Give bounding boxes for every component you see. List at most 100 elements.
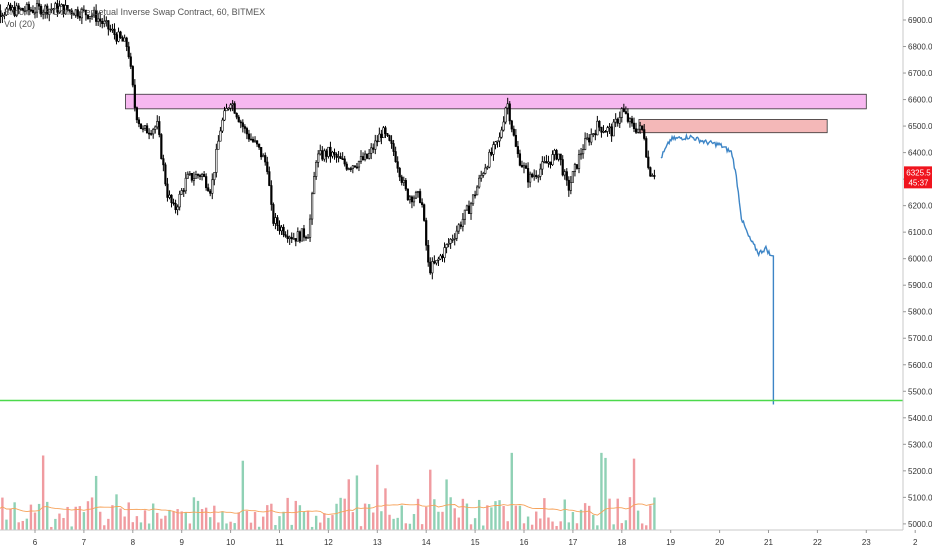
candle-body [190, 173, 193, 181]
candle-body [198, 175, 202, 177]
volume-bar [571, 512, 575, 530]
candle-body [641, 125, 644, 130]
volume-bar [314, 515, 318, 530]
candle-body [490, 151, 493, 155]
volume-bar [249, 522, 253, 530]
time-tick-label: 7 [82, 538, 87, 547]
candle-body [510, 120, 513, 130]
volume-bar [180, 511, 183, 530]
volume-bar [119, 508, 122, 530]
candle-body [368, 153, 371, 159]
candle-body [504, 107, 507, 123]
candle-body [520, 165, 524, 168]
candle-body [577, 154, 581, 169]
volume-bar [270, 503, 273, 530]
candle-body [498, 136, 501, 142]
volume-bar [649, 505, 652, 530]
volume-bar [306, 511, 310, 530]
candle-body [76, 9, 79, 17]
volume-bar [29, 504, 33, 530]
volume-bar [636, 510, 640, 530]
candle-body [514, 134, 517, 147]
candle-body [586, 137, 589, 140]
candle-body [280, 226, 283, 232]
volume-bar [1, 497, 4, 530]
candle-body [571, 171, 574, 183]
volume-bar [41, 455, 45, 530]
volume-bar [184, 512, 187, 530]
candle-body [643, 129, 646, 139]
zones-layer [125, 93, 867, 134]
candle-body [494, 141, 497, 145]
candle-body [46, 5, 49, 15]
volume-bar [302, 511, 306, 530]
candle-body [105, 20, 108, 22]
candle-body [486, 166, 489, 169]
volume-bar [323, 513, 326, 530]
candle-body [272, 204, 275, 224]
volume-bar [592, 514, 595, 530]
candle-body [290, 236, 293, 240]
candle-body [653, 175, 656, 177]
candle-body [473, 194, 477, 197]
candle-body [639, 125, 642, 130]
volume-bar [21, 520, 24, 530]
volume-bar [473, 518, 477, 530]
volume-bar [441, 511, 444, 530]
countdown-label: 45:37 [908, 178, 929, 187]
candle-body [260, 147, 263, 158]
volume-bar [347, 479, 350, 530]
candle-body [441, 255, 444, 258]
volume-bar [225, 523, 228, 530]
candle-body [145, 125, 149, 134]
candle-body [565, 171, 568, 181]
candle-body [541, 161, 544, 170]
candle-body [378, 133, 381, 142]
volume-bar [376, 464, 379, 530]
candle-body [40, 5, 43, 16]
volume-bar [9, 508, 12, 530]
candle-body [162, 158, 165, 166]
candle-body [264, 155, 267, 163]
volume-bar [135, 516, 139, 530]
candle-body [526, 168, 530, 183]
volume-bar [494, 501, 497, 530]
candle-body [90, 14, 94, 17]
volume-bar [192, 497, 196, 530]
candle-body [84, 9, 88, 16]
candle-body [278, 225, 281, 232]
price-tick-label: 6500.0 [908, 122, 932, 131]
volume-bar [457, 517, 460, 530]
candle-body [64, 5, 67, 15]
volume-bar [229, 521, 232, 530]
candle-body [56, 3, 59, 13]
candle-body [502, 121, 505, 131]
volume-bar [400, 505, 403, 530]
candle-body [60, 4, 63, 7]
candle-body [547, 161, 550, 164]
volume-bar [5, 519, 8, 530]
volume-bar [579, 509, 583, 530]
candle-body [559, 153, 562, 160]
candle-body [398, 167, 401, 178]
volume-bar [359, 526, 363, 530]
volume-bar [156, 512, 159, 530]
candle-body [101, 20, 104, 24]
volume-bar [107, 518, 110, 530]
candle-body [376, 140, 379, 143]
time-tick-label: 12 [324, 538, 333, 547]
candle-body [133, 84, 136, 108]
candle-body [604, 131, 607, 133]
time-tick-label: 9 [179, 538, 184, 547]
candle-body [412, 197, 416, 203]
chart-legend: Bitcoin / US Dollar Perpetual Inverse Sw… [4, 6, 265, 30]
volume-bar [547, 517, 550, 530]
candle-body [602, 131, 605, 133]
volume-bar [490, 507, 493, 530]
candle-body [402, 180, 405, 183]
candle-body [624, 111, 627, 114]
price-tick-label: 5500.0 [908, 387, 932, 396]
candle-body [317, 153, 320, 163]
volume-bar [90, 497, 94, 530]
